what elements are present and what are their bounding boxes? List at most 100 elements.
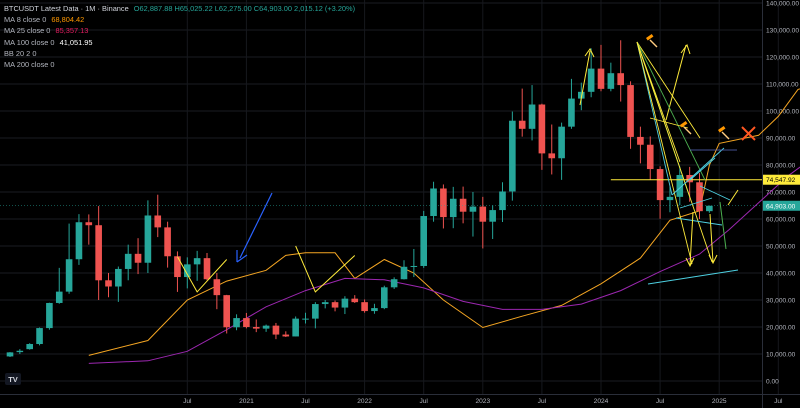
legend-ma100[interactable]: MA 100 close 0 41,051.95 <box>4 37 358 48</box>
candle-body[interactable] <box>164 227 171 257</box>
legend-ma25[interactable]: MA 25 close 0 85,357.13 <box>4 25 358 36</box>
drawn-channel[interactable] <box>671 147 731 226</box>
candle-body[interactable] <box>144 215 152 263</box>
drawn-trendline[interactable] <box>177 256 228 293</box>
candle-body[interactable] <box>65 259 73 292</box>
drawn-arrow[interactable] <box>665 44 687 121</box>
candle-body[interactable] <box>558 126 565 159</box>
candle-body[interactable] <box>548 153 556 159</box>
candle-body[interactable] <box>568 98 575 127</box>
candle-body[interactable] <box>597 68 605 89</box>
candle-body[interactable] <box>292 318 299 337</box>
candle-body[interactable] <box>85 222 93 226</box>
candle-body[interactable] <box>430 188 437 217</box>
candle-body[interactable] <box>174 256 181 278</box>
close-x-icon[interactable] <box>741 126 756 141</box>
candle-body[interactable] <box>479 206 487 222</box>
candle-body[interactable] <box>203 258 211 280</box>
candle-body[interactable] <box>272 325 280 335</box>
candle-body[interactable] <box>55 291 63 303</box>
last-price-tag[interactable] <box>763 200 800 211</box>
candle-body[interactable] <box>184 264 191 278</box>
candle-body[interactable] <box>6 352 14 357</box>
legend-ma200[interactable]: MA 200 close 0 <box>4 59 358 70</box>
drawn-fan-line[interactable] <box>636 41 701 139</box>
candle-body[interactable] <box>321 302 329 305</box>
candle-body[interactable] <box>46 302 53 329</box>
candle-body[interactable] <box>262 325 270 329</box>
candle-body[interactable] <box>587 68 595 92</box>
drawn-fan-line[interactable] <box>636 41 673 196</box>
candle-body[interactable] <box>518 120 526 129</box>
candle-body[interactable] <box>154 215 162 228</box>
candle-body[interactable] <box>75 222 83 260</box>
candle-body[interactable] <box>390 279 398 288</box>
candle-body[interactable] <box>233 318 240 328</box>
candle-body[interactable] <box>213 279 221 296</box>
candle-body[interactable] <box>578 91 585 99</box>
candle-body[interactable] <box>341 298 349 308</box>
candle-body[interactable] <box>538 104 546 154</box>
candle-body[interactable] <box>627 85 634 137</box>
candle-body[interactable] <box>400 266 408 280</box>
candle-body[interactable] <box>646 144 654 170</box>
candle-body[interactable] <box>193 258 201 265</box>
candle-body[interactable] <box>449 198 457 218</box>
candle-body[interactable] <box>459 198 467 212</box>
candle-body[interactable] <box>351 298 359 303</box>
drawn-trendline[interactable] <box>295 245 356 293</box>
candle-body[interactable] <box>105 280 112 287</box>
legend-bb[interactable]: BB 20 2 0 <box>4 48 358 59</box>
candle-body[interactable] <box>469 206 477 212</box>
candle-body[interactable] <box>134 253 142 263</box>
drawn-trendline[interactable] <box>719 201 727 250</box>
candle-body[interactable] <box>489 210 496 222</box>
candle-body[interactable] <box>637 136 644 145</box>
drawn-arrow[interactable] <box>685 211 695 268</box>
candle-body[interactable] <box>509 120 516 192</box>
candle-body[interactable] <box>282 334 290 337</box>
candle-body[interactable] <box>361 302 368 312</box>
candle-body[interactable] <box>381 287 388 309</box>
candle-body[interactable] <box>223 295 230 328</box>
drawn-arrow[interactable] <box>239 192 273 259</box>
indicator-label: MA 200 close 0 <box>4 60 55 70</box>
drawn-fan-line[interactable] <box>636 41 681 163</box>
candle-body[interactable] <box>115 268 122 287</box>
candle-body[interactable] <box>499 191 506 211</box>
candle-body[interactable] <box>420 216 427 266</box>
level-price-tag[interactable] <box>763 174 800 185</box>
candle-body[interactable] <box>706 205 713 212</box>
legend-ma8[interactable]: MA 8 close 0 68,804.42 <box>4 14 358 25</box>
candle-body[interactable] <box>676 174 684 197</box>
candle-body[interactable] <box>371 308 378 312</box>
candle-body[interactable] <box>252 327 260 329</box>
drawn-trendline[interactable] <box>647 269 739 285</box>
candle-body[interactable] <box>302 318 309 320</box>
candle-body[interactable] <box>36 328 43 345</box>
candle-body[interactable] <box>26 344 33 350</box>
candle-body[interactable] <box>666 196 674 201</box>
drawn-fan-line[interactable] <box>636 41 693 265</box>
candle-body[interactable] <box>16 350 24 353</box>
candle-body[interactable] <box>617 73 624 86</box>
candle-body[interactable] <box>656 169 664 201</box>
drawn-trendline[interactable] <box>727 189 739 206</box>
candle-body[interactable] <box>696 182 703 212</box>
tradingview-logo-icon[interactable]: TV <box>5 373 21 385</box>
candle-body[interactable] <box>243 318 250 327</box>
candle-body[interactable] <box>312 304 319 319</box>
candle-body[interactable] <box>528 104 536 129</box>
candle-body[interactable] <box>440 188 447 218</box>
drawn-arrow[interactable] <box>579 50 591 106</box>
drawn-fan-line[interactable] <box>636 41 706 181</box>
candle-body[interactable] <box>331 302 339 308</box>
drawn-arrow[interactable] <box>708 213 718 265</box>
candle-body[interactable] <box>410 265 418 267</box>
drawn-fan-line[interactable] <box>636 41 713 263</box>
candle-body[interactable] <box>124 253 132 269</box>
candle-body[interactable] <box>95 225 102 281</box>
candle-body[interactable] <box>607 73 615 89</box>
